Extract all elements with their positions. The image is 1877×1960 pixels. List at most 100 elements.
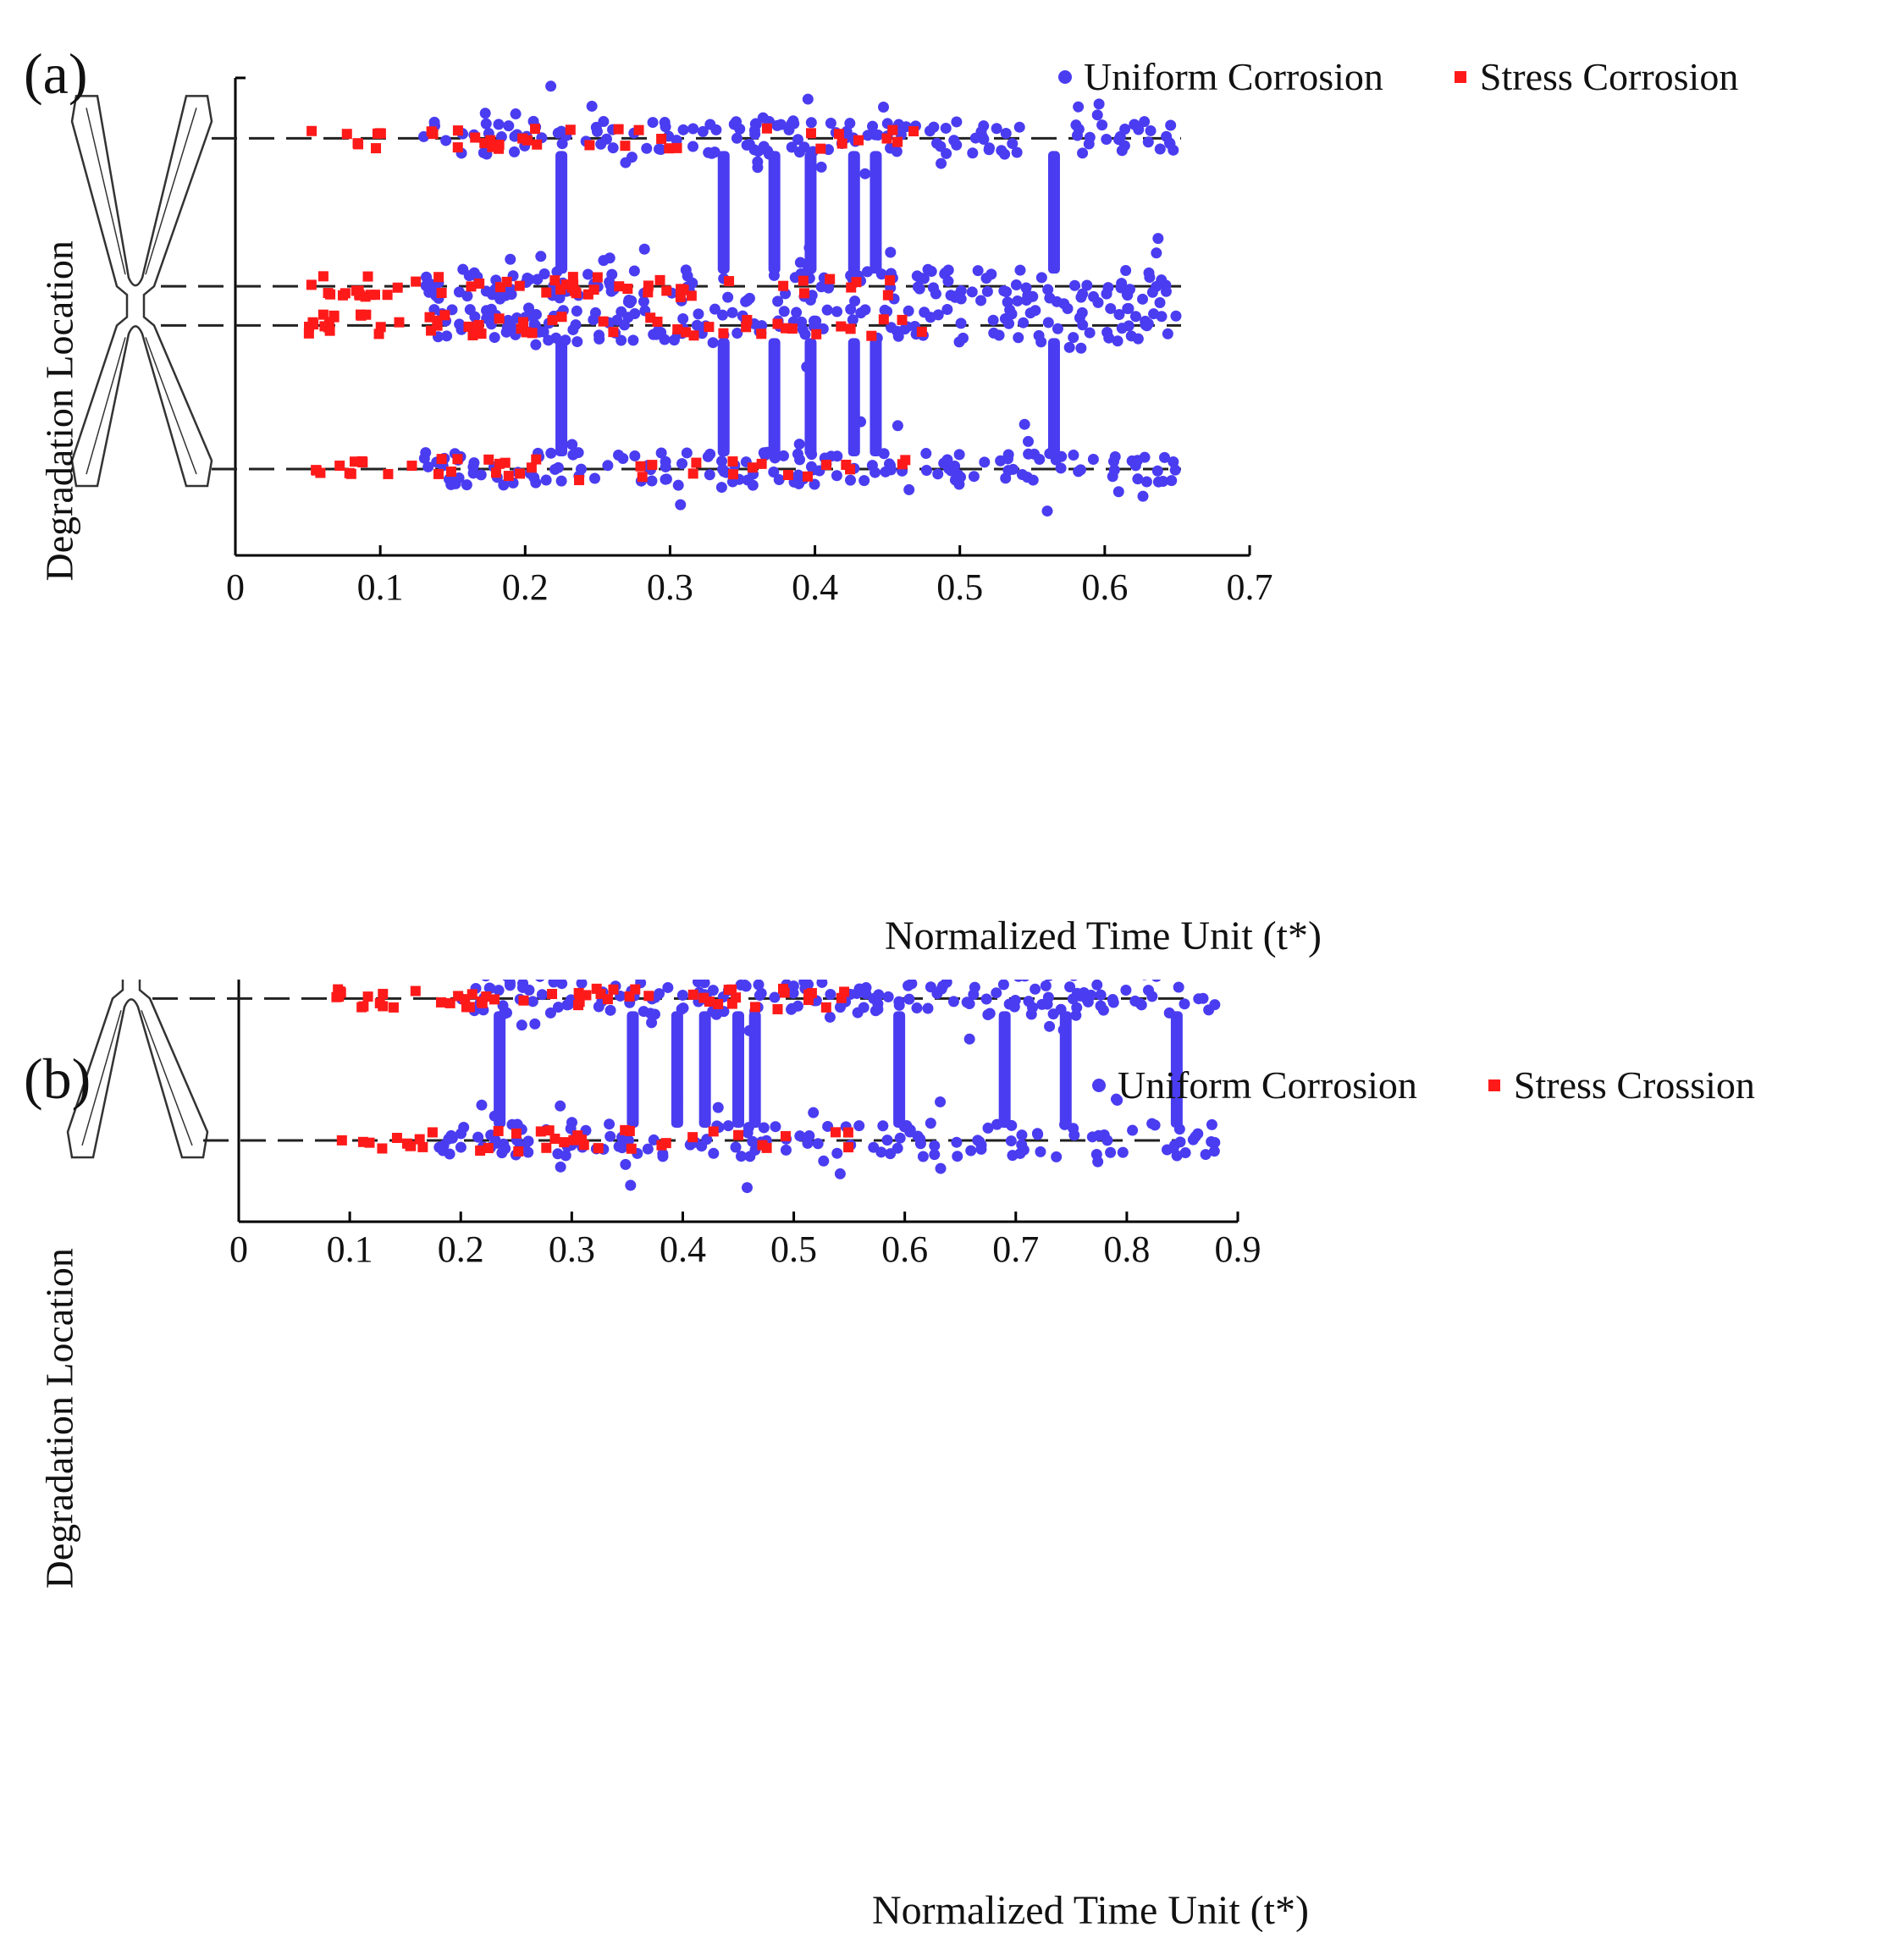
uniform-point — [1081, 279, 1093, 291]
y-axis-label-a: Degradation Location — [37, 240, 81, 582]
uniform-point — [853, 1120, 865, 1132]
panel-label-b: (b) — [24, 1046, 91, 1111]
uniform-point — [710, 124, 722, 135]
uniform-point — [929, 1140, 941, 1151]
uniform-point — [1113, 308, 1125, 320]
uniform-point — [1018, 317, 1030, 329]
uniform-point — [712, 1101, 724, 1113]
uniform-point — [1006, 308, 1018, 320]
uniform-point — [495, 131, 507, 143]
uniform-point — [1137, 490, 1149, 502]
uniform-point — [1055, 462, 1067, 474]
uniform-point — [1052, 323, 1063, 334]
uniform-point — [646, 475, 658, 487]
uniform-point — [704, 469, 715, 481]
series-uniform-corrosion — [418, 80, 1182, 517]
stress-point — [467, 329, 478, 340]
uniform-point — [1016, 468, 1028, 480]
uniform-point — [555, 1100, 566, 1112]
uniform-point — [528, 318, 540, 330]
uniform-point — [687, 141, 698, 152]
stress-point — [572, 1130, 583, 1141]
uniform-point — [489, 332, 500, 344]
stress-point — [633, 124, 644, 135]
uniform-point — [1152, 233, 1164, 245]
uniform-point — [815, 161, 827, 173]
stress-point — [602, 994, 613, 1005]
stress-point — [357, 457, 368, 468]
stress-point — [591, 983, 602, 994]
uniform-point — [554, 292, 566, 304]
uniform-transition-band — [671, 1011, 683, 1128]
uniform-point — [1101, 134, 1112, 146]
uniform-point — [869, 129, 881, 141]
uniform-point — [1151, 247, 1162, 259]
stress-point — [624, 1125, 635, 1136]
x-tick-label: 0.2 — [502, 566, 549, 608]
stress-point — [708, 1126, 719, 1137]
uniform-point — [965, 1145, 977, 1157]
uniform-point — [1002, 453, 1013, 465]
uniform-point — [991, 123, 1002, 135]
uniform-point — [1074, 464, 1086, 476]
uniform-point — [1013, 332, 1024, 344]
uniform-point — [885, 246, 897, 258]
uniform-transition-band — [1047, 151, 1060, 274]
uniform-point — [571, 305, 582, 317]
uniform-point — [858, 475, 870, 487]
uniform-point — [1103, 332, 1115, 344]
uniform-point — [1041, 505, 1053, 517]
stress-point — [724, 276, 735, 287]
uniform-point — [702, 450, 714, 462]
uniform-point — [552, 1002, 564, 1013]
stress-point — [559, 1137, 570, 1148]
uniform-point — [1040, 980, 1052, 991]
uniform-point — [787, 980, 799, 992]
uniform-point — [556, 138, 568, 150]
x-tick-label: 0.8 — [1103, 1228, 1150, 1270]
stress-point — [452, 142, 463, 153]
uniform-point — [1093, 98, 1105, 110]
uniform-point — [1169, 464, 1181, 476]
stress-point — [334, 461, 345, 472]
stress-point — [568, 279, 579, 290]
uniform-point — [936, 983, 947, 995]
uniform-point — [677, 312, 689, 324]
x-tick-label: 0.3 — [549, 1228, 595, 1270]
stress-point — [521, 327, 532, 338]
stress-point — [501, 276, 512, 287]
stress-point — [477, 997, 488, 1008]
stress-point — [643, 280, 654, 291]
uniform-point — [555, 1161, 566, 1173]
uniform-transition-band — [893, 1011, 906, 1128]
uniform-point — [1044, 292, 1056, 304]
uniform-point — [1154, 297, 1166, 309]
uniform-point — [1139, 116, 1151, 128]
stress-point — [704, 322, 715, 333]
uniform-point — [775, 119, 787, 130]
uniform-point — [975, 1143, 987, 1155]
uniform-point — [747, 479, 759, 491]
uniform-point — [540, 474, 552, 486]
uniform-point — [802, 93, 814, 105]
stress-point — [675, 291, 686, 302]
uniform-point — [999, 148, 1011, 160]
uniform-point — [1108, 464, 1120, 476]
uniform-point — [1141, 320, 1153, 332]
uniform-point — [793, 439, 805, 450]
uniform-point — [567, 323, 579, 335]
uniform-point — [708, 1147, 720, 1159]
uniform-point — [538, 326, 549, 338]
uniform-point — [786, 141, 798, 153]
x-tick-label: 0.1 — [357, 566, 404, 608]
stress-point — [830, 1127, 841, 1138]
stress-point — [878, 314, 889, 325]
uniform-point — [769, 991, 781, 1003]
uniform-point — [457, 263, 469, 275]
uniform-point — [906, 980, 918, 990]
stress-point — [654, 274, 665, 285]
x-tick-label: 0 — [229, 1228, 248, 1270]
stress-point — [608, 327, 619, 338]
uniform-point — [536, 989, 548, 1001]
uniform-point — [589, 472, 601, 484]
